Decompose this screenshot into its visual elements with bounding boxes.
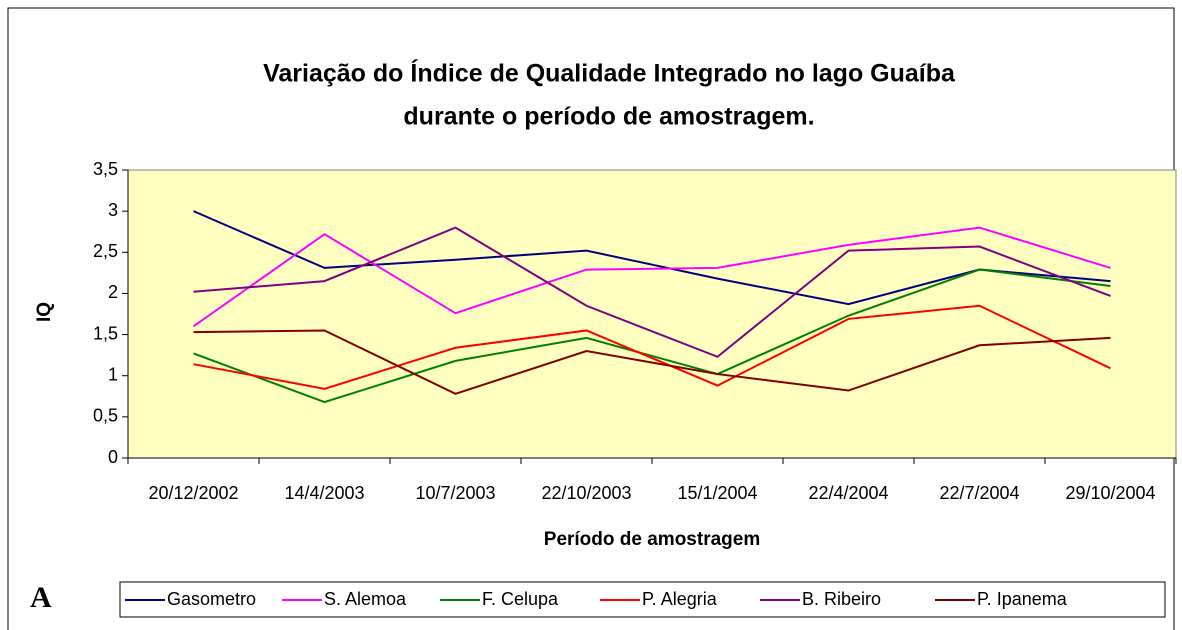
annotation: A: [30, 581, 52, 614]
y-tick-label: 3,5: [93, 159, 118, 179]
series-line: [193, 226, 1111, 358]
x-tick-label: 15/1/2004: [677, 483, 757, 503]
legend-label: P. Alegria: [642, 589, 718, 609]
series-line: [193, 268, 1111, 404]
chart-title: Variação do Índice de Qualidade Integrad…: [263, 59, 956, 88]
legend-label: F. Celupa: [482, 589, 559, 609]
legend-label: Gasometro: [167, 589, 256, 609]
x-tick-label: 14/4/2003: [284, 483, 364, 503]
plot-area: [127, 169, 1177, 459]
y-tick-label: 1: [108, 364, 118, 384]
x-tick-label: 22/7/2004: [939, 483, 1019, 503]
y-tick-label: 0,5: [93, 406, 118, 426]
series-line: [193, 210, 1111, 306]
x-tick-label: 29/10/2004: [1065, 483, 1155, 503]
legend-label: S. Alemoa: [324, 589, 407, 609]
x-axis-label: Período de amostragem: [544, 529, 760, 550]
y-tick-label: 1,5: [93, 323, 118, 343]
chart-title: durante o período de amostragem.: [403, 103, 814, 131]
series-line: [193, 304, 1111, 390]
y-tick-label: 2,5: [93, 241, 118, 261]
x-tick-label: 22/4/2004: [808, 483, 888, 503]
x-tick-label: 22/10/2003: [541, 483, 631, 503]
legend-label: P. Ipanema: [977, 589, 1068, 609]
legend-label: B. Ribeiro: [802, 589, 881, 609]
series-line: [192, 226, 1111, 328]
y-tick-label: 3: [108, 200, 118, 220]
y-tick-label: 2: [108, 282, 118, 302]
x-tick-label: 20/12/2002: [148, 483, 238, 503]
y-tick-label: 0: [108, 447, 118, 467]
series-line: [193, 329, 1111, 395]
y-axis-label: IQ: [34, 302, 55, 322]
x-tick-label: 10/7/2003: [415, 483, 495, 503]
